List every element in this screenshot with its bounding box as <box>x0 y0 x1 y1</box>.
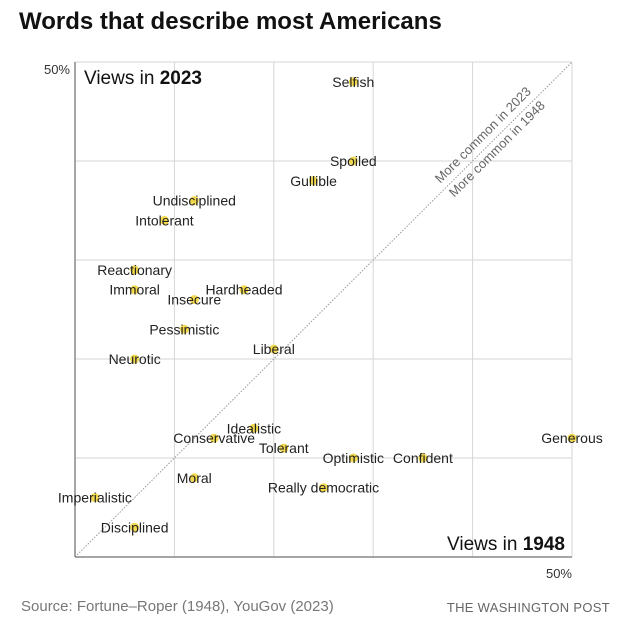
chart-title: Words that describe most Americans <box>19 8 442 35</box>
point-marker <box>239 285 249 295</box>
point-label: Generous <box>541 430 602 446</box>
point-label: Optimistic <box>323 450 384 466</box>
y-tick-label-max: 50% <box>44 62 70 77</box>
point-marker <box>249 423 259 433</box>
data-point: Neurotic <box>109 351 161 367</box>
y-axis-label: Views in 2023 <box>84 68 202 89</box>
source-note: Source: Fortune–Roper (1948), YouGov (20… <box>21 598 334 615</box>
point-marker <box>179 324 189 334</box>
data-point: Intolerant <box>135 212 193 228</box>
point-marker <box>279 443 289 453</box>
point-label: Undisciplined <box>153 193 236 209</box>
data-point: Insecure <box>167 292 221 308</box>
point-marker <box>269 344 279 354</box>
point-label: Gullible <box>290 173 337 189</box>
data-point: Really democratic <box>268 480 379 496</box>
point-label: Imperialistic <box>58 490 132 506</box>
x-tick-label-max: 50% <box>546 566 572 581</box>
diagonal-labels: More common in 2023 More common in 1948 <box>432 84 548 200</box>
data-point: Conservative <box>173 430 255 446</box>
point-marker <box>130 522 140 532</box>
point-marker <box>130 265 140 275</box>
point-label: Moral <box>177 470 212 486</box>
point-marker <box>130 285 140 295</box>
data-point: Undisciplined <box>153 193 236 209</box>
axes <box>74 62 572 558</box>
point-label: Hardheaded <box>205 282 282 298</box>
point-marker <box>309 176 319 186</box>
point-marker <box>90 493 100 503</box>
data-points: Selfish Spoiled Gullible Undisciplined Intol… <box>58 74 603 535</box>
point-label: Intolerant <box>135 212 193 228</box>
point-marker <box>348 77 358 87</box>
data-point: Idealistic <box>227 420 281 436</box>
x-axis-label: Views in 1948 <box>447 534 565 555</box>
point-label: Idealistic <box>227 420 281 436</box>
data-point: Pessimistic <box>149 321 219 337</box>
data-point: Gullible <box>290 173 337 189</box>
point-label: Reactionary <box>97 262 172 278</box>
point-label: Liberal <box>253 341 295 357</box>
point-label: Neurotic <box>109 351 161 367</box>
point-label: Disciplined <box>101 519 169 535</box>
point-marker <box>189 473 199 483</box>
point-marker <box>348 156 358 166</box>
data-point: Reactionary <box>97 262 172 278</box>
data-point: Spoiled <box>330 153 377 169</box>
point-marker <box>189 196 199 206</box>
point-label: Spoiled <box>330 153 377 169</box>
point-marker <box>319 483 328 493</box>
data-point: Optimistic <box>323 450 384 466</box>
data-point: Hardheaded <box>205 282 282 298</box>
point-marker <box>189 295 199 305</box>
point-label: Insecure <box>167 292 221 308</box>
data-point: Moral <box>177 470 212 486</box>
data-point: Imperialistic <box>58 490 132 506</box>
data-point: Immoral <box>109 282 160 298</box>
data-point: Liberal <box>253 341 295 357</box>
data-point: Confident <box>393 450 453 466</box>
data-point: Disciplined <box>101 519 169 535</box>
point-marker <box>209 433 219 443</box>
data-point: Tolerant <box>259 440 309 456</box>
point-label: Pessimistic <box>149 321 219 337</box>
point-marker <box>567 433 577 443</box>
data-point: Selfish <box>332 74 374 90</box>
point-label: Tolerant <box>259 440 309 456</box>
point-label: Confident <box>393 450 453 466</box>
point-marker <box>418 453 428 463</box>
point-label: Selfish <box>332 74 374 90</box>
point-marker <box>348 453 358 463</box>
point-label: Conservative <box>173 430 255 446</box>
point-marker <box>159 215 169 225</box>
data-point: Generous <box>541 430 602 446</box>
point-marker <box>130 354 140 364</box>
publisher-credit: THE WASHINGTON POST <box>446 600 610 615</box>
point-label: Immoral <box>109 282 160 298</box>
point-label: Really democratic <box>268 480 379 496</box>
